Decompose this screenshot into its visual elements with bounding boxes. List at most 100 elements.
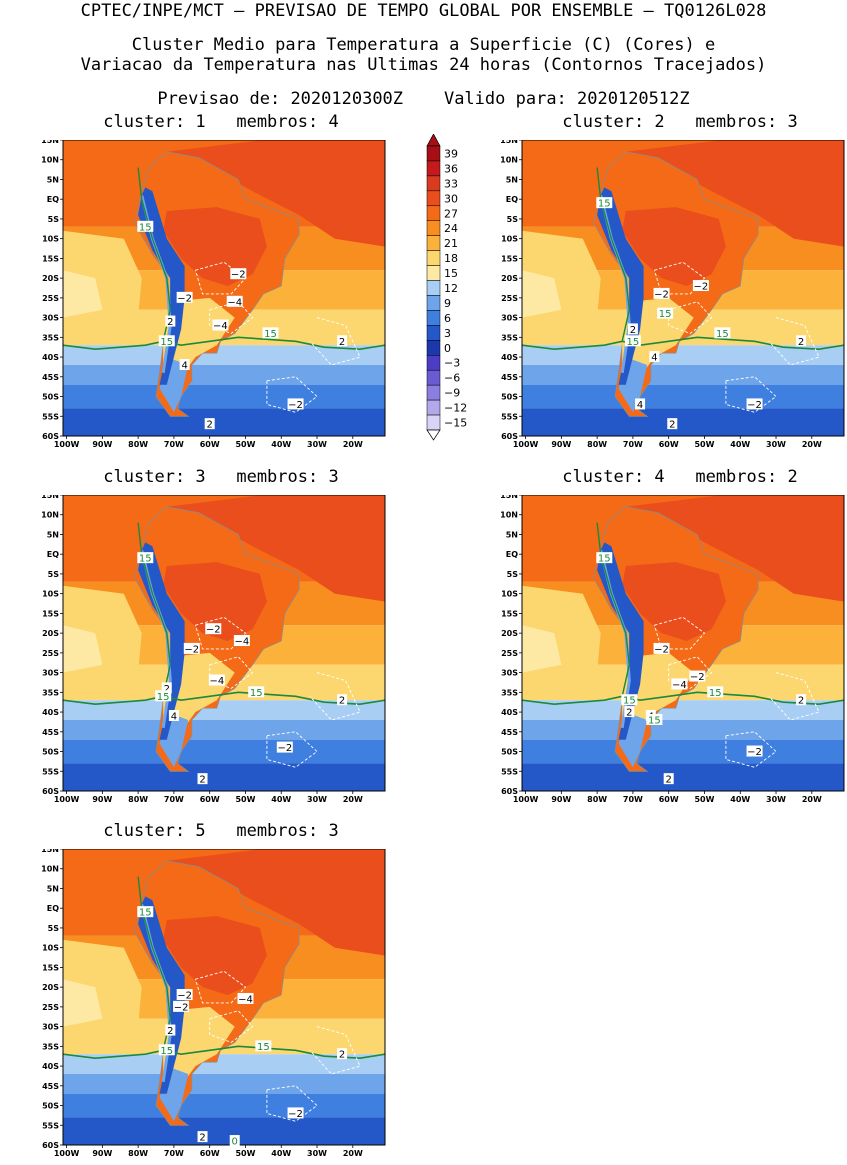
contour-label-bg [689, 670, 706, 682]
contour-label-bg [714, 327, 731, 339]
lat-label: 10S [42, 235, 59, 244]
isotherm-15c [63, 691, 385, 706]
contour-label-bg [255, 1040, 272, 1052]
contour-label: 4 [181, 360, 187, 371]
contour-label-bg [137, 220, 154, 232]
pacific-cool-core [522, 270, 562, 318]
temperature-band [522, 763, 844, 791]
pacific-cool-field [63, 230, 142, 346]
lat-label: 20S [501, 274, 518, 283]
contour-label: 15 [139, 222, 152, 233]
colorbar-label: 6 [444, 312, 451, 325]
lon-label: 80W [587, 795, 607, 804]
temperature-band [63, 739, 385, 764]
map-frame [521, 495, 845, 792]
lat-label: 40S [501, 708, 518, 717]
lat-label: 15N [500, 495, 518, 500]
panel-title-4: cluster: 4 membros: 2 [562, 467, 798, 487]
colorbar-label: 12 [444, 282, 458, 295]
contour-label-bg [624, 706, 635, 718]
lat-label: 50S [501, 748, 518, 757]
colorbar-swatch [426, 160, 441, 177]
warm-tropical-field [166, 140, 385, 247]
contour-label-bg [226, 295, 243, 307]
contour-label: 15 [157, 692, 170, 703]
map-svg: 15N 10N 5N EQ 5S 10S 15S 20S 25S 30S 35S 40S 45S 50S 5… [41, 849, 386, 1158]
lat-label: 35S [42, 688, 59, 697]
lat-label: 5S [48, 215, 60, 224]
temperature-band [63, 408, 385, 436]
contour-label-bg [165, 315, 176, 327]
contour-label-bg [796, 694, 807, 706]
lat-label: 35S [42, 1042, 59, 1051]
lon-label: 20W [802, 795, 822, 804]
colorbar-swatch [426, 220, 441, 236]
colorbar-label: 0 [444, 342, 451, 355]
lon-label: 20W [343, 440, 363, 449]
contour-label-bg [337, 694, 348, 706]
lon-label: 40W [271, 795, 291, 804]
contour-label: 15 [250, 688, 263, 699]
colorbar-label: 18 [444, 252, 458, 265]
lat-label: EQ [47, 550, 59, 559]
lat-label: EQ [506, 550, 518, 559]
contour-label-bg [621, 694, 638, 706]
contour-label: −2 [177, 293, 192, 304]
contour-label-bg [653, 287, 670, 299]
colorbar-label: −9 [444, 387, 460, 400]
temperature-band [522, 719, 844, 740]
contour-label-bg [176, 989, 193, 1001]
pacific-cool-field [63, 939, 142, 1055]
contour-label: −2 [184, 644, 199, 655]
lat-label: 10S [42, 590, 59, 599]
colorbar-swatch [426, 295, 441, 311]
pacific-cool-field [522, 585, 601, 701]
temp-variation-contour [266, 731, 318, 768]
lon-label: 50W [235, 1149, 255, 1158]
contour-label-bg [663, 773, 674, 785]
contour-label-bg [137, 552, 154, 564]
temperature-band [63, 700, 385, 720]
colorbar-swatch [426, 310, 441, 326]
contour-label-bg [212, 319, 229, 331]
contour-label-bg [649, 351, 660, 363]
contour-label: −4 [227, 297, 242, 308]
contour-label-bg [746, 745, 763, 757]
lon-label: 80W [128, 1149, 148, 1158]
interior-warm-core [163, 916, 267, 995]
lat-label: 45S [501, 728, 518, 737]
contour-label: 15 [257, 1042, 270, 1053]
isotherm-15c-andes [137, 876, 172, 1051]
lat-label: 45S [42, 728, 59, 737]
contour-label: 15 [598, 554, 611, 565]
lat-label: 30S [42, 1023, 59, 1032]
contour-label: −4 [235, 637, 250, 648]
lat-label: 10N [500, 511, 518, 520]
pacific-cool-core [522, 625, 562, 673]
lat-label: 5N [47, 530, 59, 539]
colorbar-swatch [426, 190, 441, 207]
contour-label: −2 [288, 400, 303, 411]
colorbar-swatch [426, 175, 441, 192]
contour-label: 2 [339, 696, 345, 707]
andes-cold-strip [138, 542, 185, 740]
colorbar-label: 24 [444, 222, 458, 235]
contour-label-bg [646, 713, 663, 725]
lon-label: 80W [128, 440, 148, 449]
contour-label: 15 [139, 554, 152, 565]
contour-label: −2 [747, 747, 762, 758]
lon-label: 100W [513, 440, 539, 449]
contour-label: 15 [139, 908, 152, 919]
contour-label-bg [165, 1024, 176, 1036]
contour-label: 2 [630, 325, 636, 336]
lat-label: 40S [42, 708, 59, 717]
contour-label: 15 [627, 337, 640, 348]
lat-label: 35S [501, 688, 518, 697]
lat-label: 5N [47, 175, 59, 184]
contour-label: 2 [339, 1050, 345, 1061]
lat-label: 60S [42, 787, 59, 796]
panel-title-1: cluster: 1 membros: 4 [103, 112, 339, 132]
warm-tropical-field [166, 495, 385, 602]
lat-label: 50S [501, 393, 518, 402]
temperature-band [522, 384, 844, 409]
